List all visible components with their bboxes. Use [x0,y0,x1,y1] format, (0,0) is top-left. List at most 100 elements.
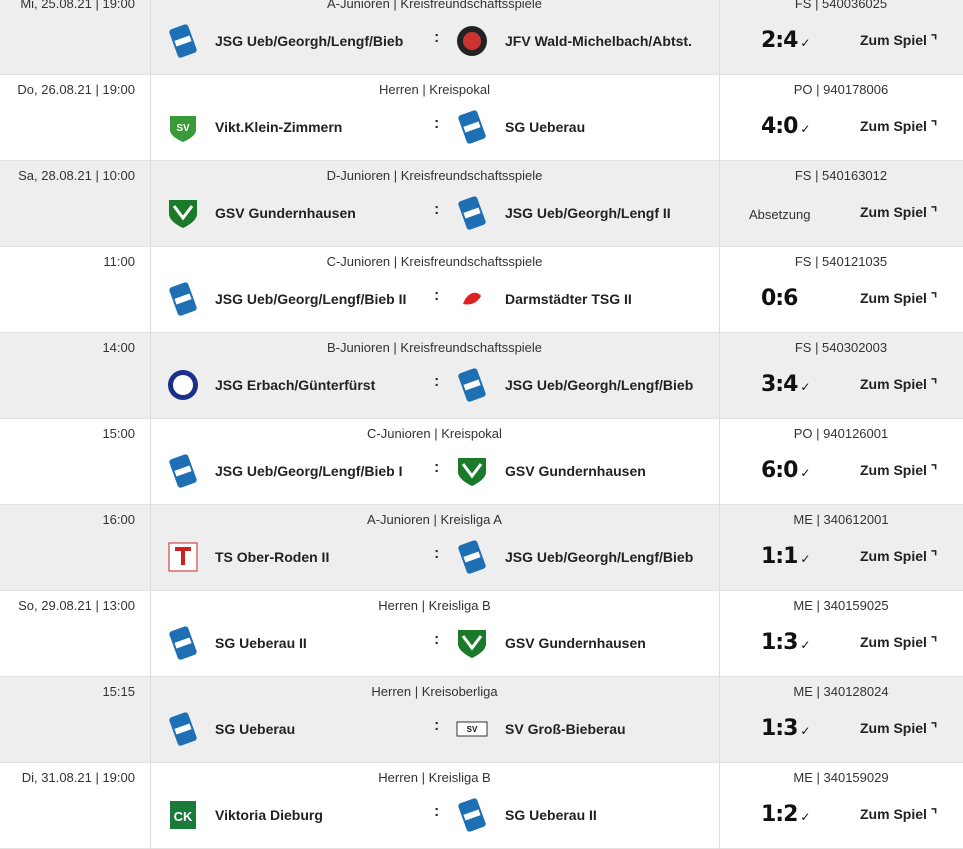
home-team-logo-icon: CK [170,801,196,829]
home-team: JSG Ueb/Georgh/Lengf/Bieb [215,33,404,49]
vs-separator: : [434,459,440,476]
vs-separator: : [434,29,440,46]
check-icon: ✓ [800,810,811,824]
home-team: GSV Gundernhausen [215,205,356,221]
match-row: 15:00 C-Junioren | Kreispokal JSG Ueb/Ge… [0,419,963,505]
divider [150,419,151,505]
match-date: Di, 31.08.21 | 19:00 [21,770,135,785]
match-code: ME | 340128024 [793,684,889,699]
match-category: A-Junioren | Kreisfreundschaftsspiele [326,0,543,11]
divider [719,505,720,591]
vs-separator: : [434,803,440,820]
away-team-logo-icon [458,540,486,574]
zum-spiel-link[interactable]: Zum Spiel ⌝ [860,290,938,306]
divider [150,161,151,247]
divider [150,505,151,591]
divider [719,161,720,247]
zum-spiel-link[interactable]: Zum Spiel ⌝ [860,548,938,564]
match-date: 16:00 [102,512,135,527]
home-team-logo-icon [169,200,197,228]
away-team: GSV Gundernhausen [505,463,646,479]
score-value: 2:4 [761,28,798,53]
zum-spiel-link[interactable]: Zum Spiel ⌝ [860,376,938,392]
check-icon: ✓ [800,466,811,480]
zum-spiel-link[interactable]: Zum Spiel ⌝ [860,720,938,736]
match-category: B-Junioren | Kreisfreundschaftsspiele [326,340,543,355]
score-value: 1:3 [761,716,798,741]
match-row: Sa, 28.08.21 | 10:00 D-Junioren | Kreisf… [0,161,963,247]
away-team: JSG Ueb/Georgh/Lengf/Bieb [505,377,694,393]
away-team-logo-icon [458,110,486,144]
match-row: Di, 31.08.21 | 19:00 Herren | Kreisliga … [0,763,963,849]
divider [150,591,151,677]
match-code: FS | 540121035 [794,254,888,269]
divider [150,677,151,763]
divider [150,75,151,161]
match-row: Mi, 25.08.21 | 19:00 A-Junioren | Kreisf… [0,0,963,75]
away-team-logo-icon [458,630,486,658]
divider [719,75,720,161]
score: 1:2 ✓ [761,802,810,827]
zum-spiel-link[interactable]: Zum Spiel ⌝ [860,634,938,650]
home-team: Viktoria Dieburg [215,807,323,823]
home-team-logo-icon [168,370,198,400]
vs-separator: : [434,287,440,304]
match-code: ME | 340159025 [793,598,889,613]
away-team-logo-icon: SV [456,721,488,737]
home-team: SG Ueberau [215,721,296,737]
away-team-logo-icon [458,196,486,230]
zum-spiel-link[interactable]: Zum Spiel ⌝ [860,806,938,822]
match-code: FS | 540036025 [794,0,888,11]
home-team: JSG Ueb/Georg/Lengf/Bieb I [215,463,403,479]
home-team-logo-icon [169,282,197,316]
match-row: So, 29.08.21 | 13:00 Herren | Kreisliga … [0,591,963,677]
check-icon: ✓ [800,122,811,136]
zum-spiel-link[interactable]: Zum Spiel ⌝ [860,32,938,48]
match-date: 15:00 [102,426,135,441]
score-value: 4:0 [761,114,798,139]
score-value: 1:3 [761,630,798,655]
check-icon: ✓ [800,724,811,738]
divider [719,591,720,677]
match-date: Mi, 25.08.21 | 19:00 [20,0,135,11]
match-date: Sa, 28.08.21 | 10:00 [18,168,135,183]
away-team-logo-icon [458,458,486,486]
match-code: PO | 940126001 [793,426,889,441]
away-team: JFV Wald-Michelbach/Abtst. [505,33,692,49]
home-team: JSG Erbach/Günterfürst [215,377,376,393]
home-team-logo-icon [169,454,197,488]
check-icon: ✓ [800,36,811,50]
match-code: PO | 940178006 [793,82,889,97]
match-date: So, 29.08.21 | 13:00 [18,598,135,613]
match-category: C-Junioren | Kreisfreundschaftsspiele [326,254,543,269]
away-team: Darmstädter TSG II [505,291,632,307]
vs-separator: : [434,545,440,562]
divider [719,333,720,419]
score: 1:1 ✓ [761,544,810,569]
score: 2:4 ✓ [761,28,810,53]
away-team: SG Ueberau [505,119,586,135]
svg-text:SV: SV [176,123,190,134]
vs-separator: : [434,115,440,132]
zum-spiel-link[interactable]: Zum Spiel ⌝ [860,462,938,478]
match-status: Absetzung [749,207,811,222]
match-date: 11:00 [103,254,135,269]
zum-spiel-link[interactable]: Zum Spiel ⌝ [860,118,938,134]
home-team-logo-icon [168,542,198,572]
home-team: SG Ueberau II [215,635,307,651]
home-team: JSG Ueb/Georg/Lengf/Bieb II [215,291,407,307]
zum-spiel-link[interactable]: Zum Spiel ⌝ [860,204,938,220]
match-code: ME | 340159029 [793,770,889,785]
match-row: 16:00 A-Junioren | Kreisliga A TS Ober-R… [0,505,963,591]
match-row: Do, 26.08.21 | 19:00 Herren | Kreispokal… [0,75,963,161]
match-category: Herren | Kreisoberliga [371,684,498,699]
match-code: FS | 540163012 [794,168,888,183]
score: 4:0 ✓ [761,114,810,139]
score: 1:3 ✓ [761,716,810,741]
score-value: 3:4 [761,372,798,397]
vs-separator: : [434,717,440,734]
away-team: GSV Gundernhausen [505,635,646,651]
score-value: 6:0 [761,458,798,483]
vs-separator: : [434,373,440,390]
